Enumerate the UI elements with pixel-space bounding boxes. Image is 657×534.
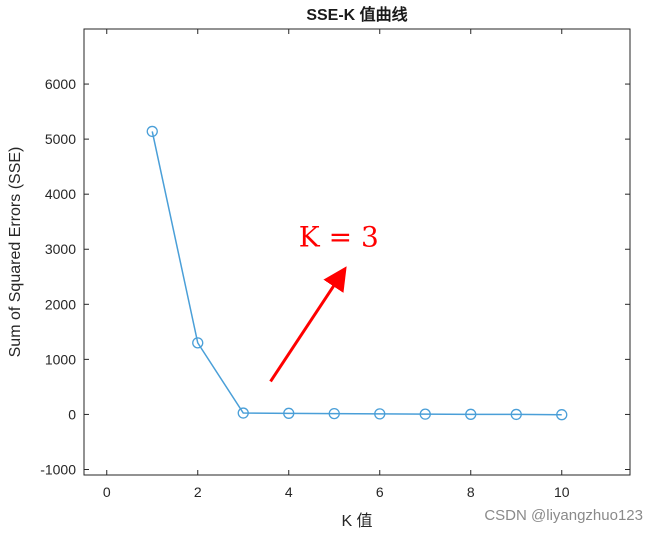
- y-tick-label: 5000: [45, 131, 76, 147]
- data-point: [283, 407, 295, 419]
- data-point: [146, 125, 158, 138]
- data-point: [556, 409, 568, 421]
- y-tick-label: 6000: [45, 76, 76, 92]
- axis-ticks: 0 2 4 6 8 10 -1000 0 1000 2000 3000 4000 5000 6000: [40, 29, 630, 500]
- annotation-arrow: [269, 266, 347, 383]
- x-tick-label: 6: [376, 484, 384, 500]
- x-tick-label: 8: [467, 484, 475, 500]
- data-point: [237, 407, 249, 419]
- annotation-label: K = 3: [299, 220, 379, 253]
- data-point: [419, 408, 431, 420]
- series-line: [151, 131, 562, 416]
- y-tick-label: 3000: [45, 241, 76, 257]
- y-tick-label: 4000: [45, 186, 76, 202]
- watermark: CSDN @liyangzhuo123: [484, 507, 643, 524]
- x-tick-label: 2: [194, 484, 202, 500]
- y-tick-label: 2000: [45, 296, 76, 312]
- chart-title: SSE-K 值曲线: [306, 5, 407, 24]
- y-tick-label: 0: [68, 406, 76, 422]
- data-point: [465, 408, 477, 420]
- plot-area: [83, 28, 631, 476]
- data-point: [510, 408, 522, 421]
- data-point: [192, 337, 204, 349]
- data-series: [146, 125, 568, 421]
- data-point: [374, 408, 386, 420]
- annotations: K = 3: [269, 220, 379, 383]
- y-axis-label: Sum of Squared Errors (SSE): [7, 147, 24, 358]
- y-tick-label: -1000: [40, 461, 76, 477]
- x-tick-label: 0: [103, 484, 111, 500]
- data-point: [328, 407, 340, 420]
- y-tick-label: 1000: [45, 351, 76, 367]
- x-axis-label: K 值: [341, 512, 372, 530]
- x-tick-label: 10: [554, 484, 570, 500]
- x-tick-label: 4: [285, 484, 293, 500]
